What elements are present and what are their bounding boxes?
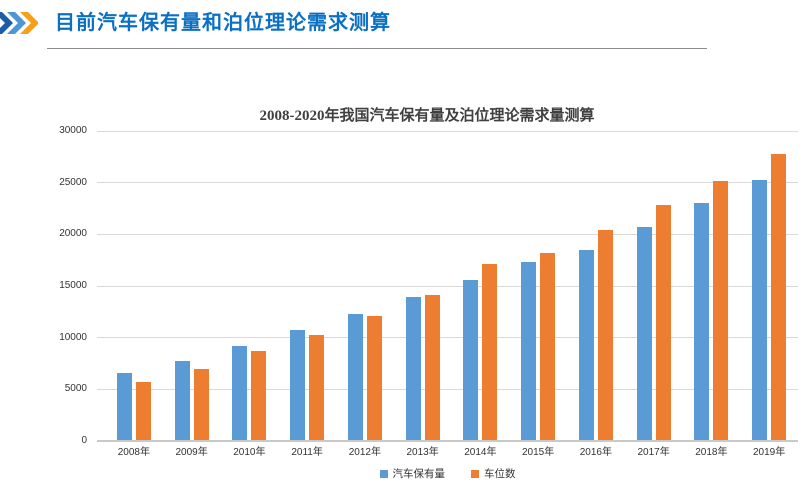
x-tick-label: 2008年	[117, 447, 150, 458]
x-tick-label: 2015年	[522, 447, 555, 458]
gridline	[97, 130, 798, 132]
bar	[347, 314, 363, 440]
bar	[655, 205, 671, 440]
legend-swatch-orange-icon	[471, 470, 479, 478]
x-tick-label: 2018年	[695, 447, 728, 458]
bar	[636, 227, 652, 440]
y-tick-label: 5000	[64, 383, 87, 395]
gridline	[97, 337, 798, 339]
bar	[463, 280, 479, 440]
plot-area	[97, 130, 798, 442]
bar	[405, 297, 421, 440]
chart-legend: 汽车保有量 车位数	[97, 467, 798, 481]
header-divider	[47, 48, 707, 49]
bar	[578, 249, 594, 440]
x-tick-label: 2014年	[464, 447, 497, 458]
x-tick-label: 2017年	[637, 447, 670, 458]
x-tick-label: 2009年	[175, 447, 208, 458]
gridline	[97, 182, 798, 184]
bar	[251, 350, 267, 440]
y-tick-label: 30000	[59, 125, 87, 136]
bar	[193, 369, 209, 440]
gridline	[97, 388, 798, 390]
bar	[482, 264, 498, 440]
x-tick-label: 2010年	[233, 447, 266, 458]
bar	[521, 261, 537, 440]
bar	[290, 329, 306, 440]
x-axis-labels: 2008年 2009年 2010年 2011年 2012年 2013年 2014年 2015年…	[97, 446, 798, 460]
x-tick-label: 2019年	[753, 447, 786, 458]
legend-label: 车位数	[484, 468, 516, 480]
legend-item-car-ownership: 汽车保有量	[379, 468, 446, 480]
bar	[309, 334, 325, 440]
gridline	[97, 233, 798, 235]
y-axis-labels: 0 5000 10000 15000 20000 25000 30000	[36, 125, 92, 446]
bar	[424, 295, 440, 440]
bar	[713, 180, 729, 440]
gridline	[97, 285, 798, 287]
bar	[232, 345, 248, 440]
bar	[135, 382, 151, 440]
x-axis-line	[97, 440, 798, 442]
y-tick-label: 25000	[59, 176, 87, 188]
bar	[540, 252, 556, 440]
legend-label: 汽车保有量	[392, 468, 446, 480]
bar	[116, 373, 132, 440]
legend-item-parking-spaces: 车位数	[471, 468, 516, 480]
legend-swatch-blue-icon	[379, 470, 388, 478]
page-title: 目前汽车保有量和泊位理论需求测算	[55, 12, 391, 34]
y-tick-label: 15000	[59, 280, 87, 291]
bar	[174, 361, 190, 440]
bar	[366, 316, 382, 440]
bar	[752, 179, 768, 440]
x-tick-label: 2011年	[291, 447, 323, 458]
bar	[597, 230, 613, 440]
bar	[771, 153, 787, 440]
y-tick-label: 20000	[59, 228, 87, 240]
x-tick-label: 2016年	[579, 447, 612, 458]
y-tick-label: 10000	[59, 331, 87, 343]
x-tick-label: 2013年	[406, 447, 439, 458]
x-tick-label: 2012年	[348, 447, 381, 458]
y-tick-label: 0	[81, 435, 87, 446]
chart-title: 2008-2020年我国汽车保有量及泊位理论需求量测算	[259, 108, 595, 124]
triple-chevron-icon	[0, 12, 38, 34]
bar	[694, 203, 710, 440]
